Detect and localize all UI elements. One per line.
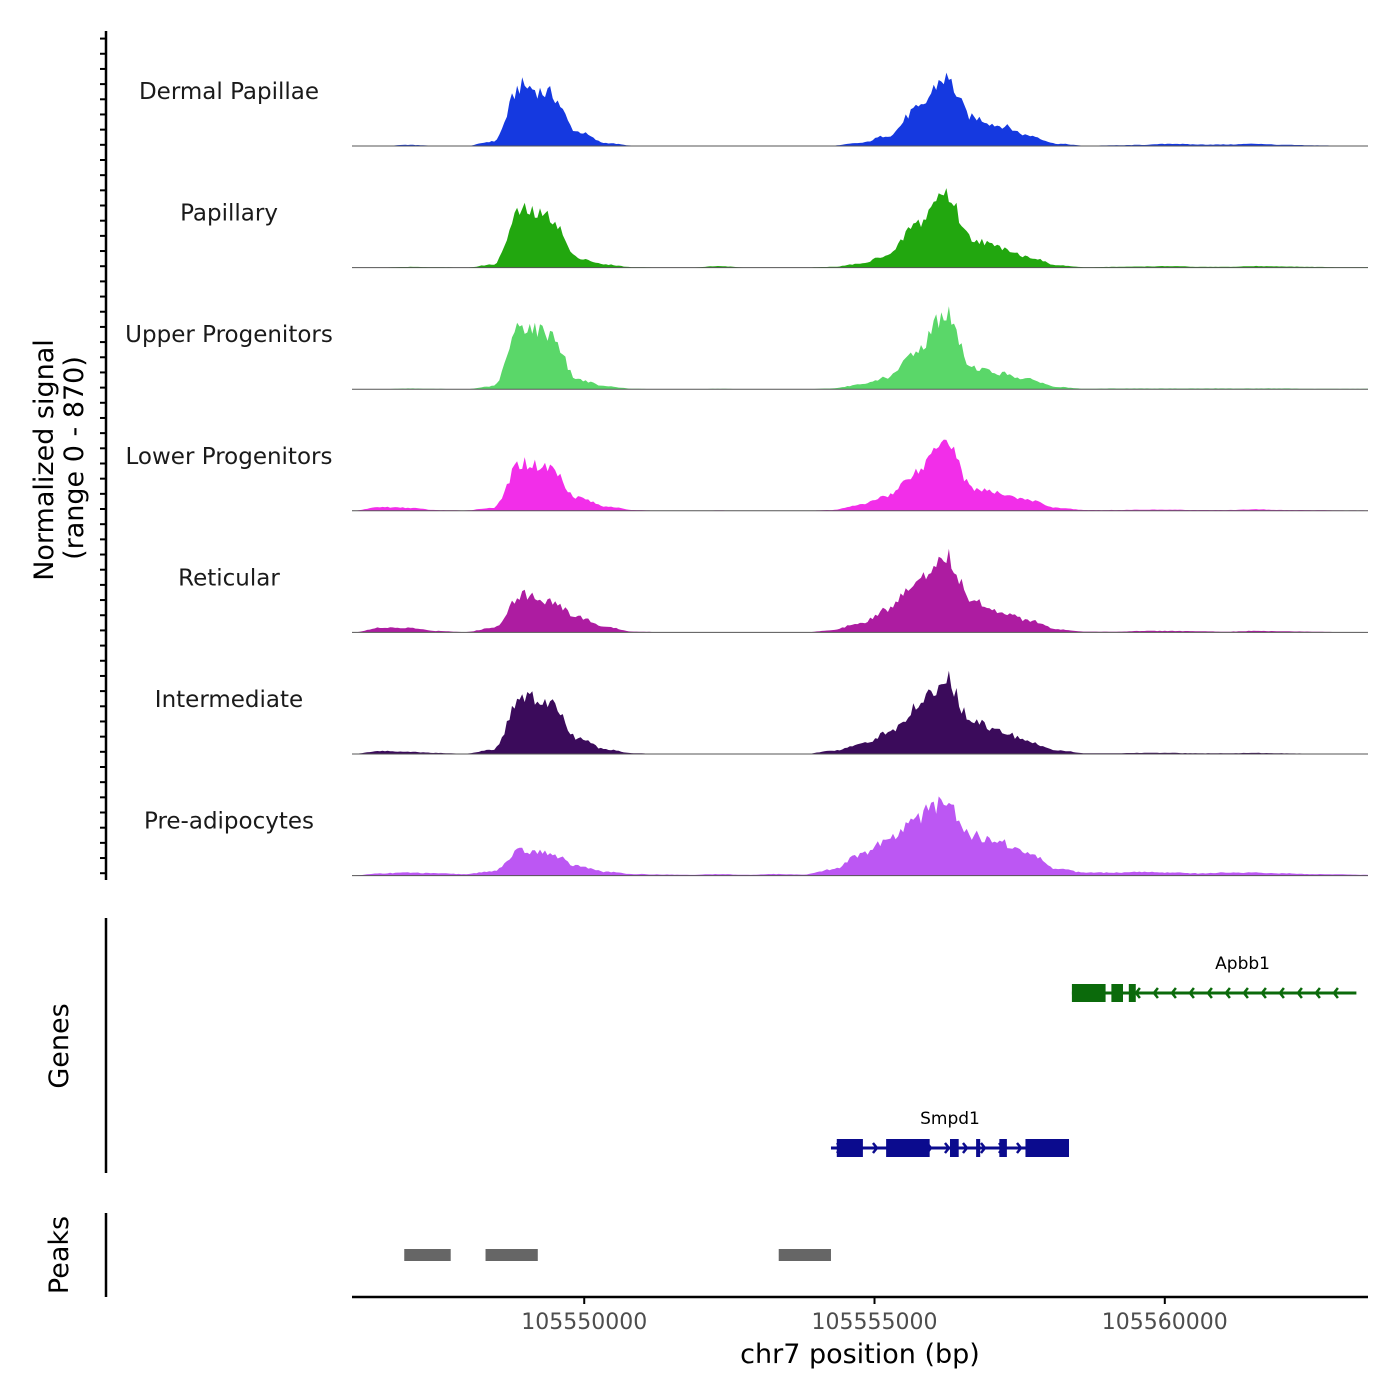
x-axis-title: chr7 position (bp) [740, 1339, 980, 1370]
track-label: Pre-adipocytes [144, 809, 314, 835]
peaks-panel [404, 1249, 831, 1261]
gene-exon [1071, 984, 1106, 1002]
coverage-area [352, 306, 1368, 390]
track-label: Upper Progenitors [125, 322, 333, 348]
coverage-track: Papillary [180, 188, 1368, 269]
coverage-area [352, 796, 1368, 876]
gene-exon [836, 1139, 863, 1157]
gene-exon [1025, 1139, 1070, 1157]
strand-arrow [1260, 987, 1267, 999]
coverage-track: Lower Progenitors [126, 439, 1368, 512]
gene-exon [1111, 984, 1123, 1002]
gene-model: Apbb1 [1071, 954, 1357, 1002]
coverage-area [352, 670, 1368, 754]
y-axis-ticks [100, 37, 106, 875]
peaks-panel-title: Peaks [44, 1216, 75, 1294]
gene-exon [1128, 984, 1136, 1002]
x-axis-tick-label: 105555000 [812, 1310, 938, 1335]
coverage-area [352, 188, 1368, 268]
strand-arrow [1224, 987, 1231, 999]
strand-arrow [1134, 987, 1141, 999]
track-label: Papillary [180, 201, 278, 227]
coverage-track: Intermediate [155, 670, 1368, 755]
coverage-area [352, 548, 1368, 633]
gene-exon [886, 1139, 930, 1157]
strand-arrow [1170, 987, 1177, 999]
strand-arrow [871, 1142, 879, 1154]
track-label: Dermal Papillae [139, 79, 319, 105]
strand-arrow [1015, 1142, 1023, 1154]
strand-arrow [1206, 987, 1213, 999]
coverage-area [352, 439, 1368, 511]
gene-name-label: Apbb1 [1215, 954, 1270, 974]
x-axis-tick-label: 105550000 [521, 1310, 647, 1335]
gene-exon [976, 1139, 981, 1157]
y-axis-title-line1: Normalized signal [29, 339, 60, 581]
y-axis-title-line2: (range 0 - 870) [59, 356, 90, 560]
x-axis-ticks: 105550000 105555000 105560000 [521, 1297, 1228, 1335]
genes-panel: Apbb1 Smpd1 [830, 954, 1357, 1157]
track-label: Intermediate [155, 687, 303, 713]
gene-name-label: Smpd1 [920, 1109, 980, 1129]
coverage-track: Reticular [178, 548, 1368, 633]
strand-arrow [1332, 987, 1339, 999]
strand-arrow [1152, 987, 1159, 999]
strand-arrow [1296, 987, 1303, 999]
gene-model: Smpd1 [830, 1109, 1070, 1157]
strand-arrow [1314, 987, 1321, 999]
coverage-track: Pre-adipocytes [144, 796, 1368, 877]
peak-region [778, 1249, 831, 1261]
y-axis [100, 31, 108, 880]
strand-arrow [961, 1142, 969, 1154]
strand-arrow [943, 1142, 951, 1154]
genes-panel-title: Genes [44, 1003, 75, 1088]
peak-region [404, 1249, 451, 1261]
gene-exon [999, 1139, 1007, 1157]
track-label: Reticular [178, 565, 280, 591]
strand-arrow [979, 1142, 987, 1154]
strand-arrow [1278, 987, 1285, 999]
track-label: Lower Progenitors [126, 444, 333, 470]
coverage-tracks: Dermal Papillae Papillary Upper Progenitor… [125, 72, 1368, 877]
x-axis-tick-label: 105560000 [1102, 1310, 1228, 1335]
coverage-area [352, 72, 1368, 146]
coverage-track: Upper Progenitors [125, 306, 1368, 390]
gene-exon [949, 1139, 959, 1157]
coverage-track: Dermal Papillae [139, 72, 1368, 147]
strand-arrow [1188, 987, 1195, 999]
strand-arrow [1242, 987, 1249, 999]
peak-region [485, 1249, 538, 1261]
